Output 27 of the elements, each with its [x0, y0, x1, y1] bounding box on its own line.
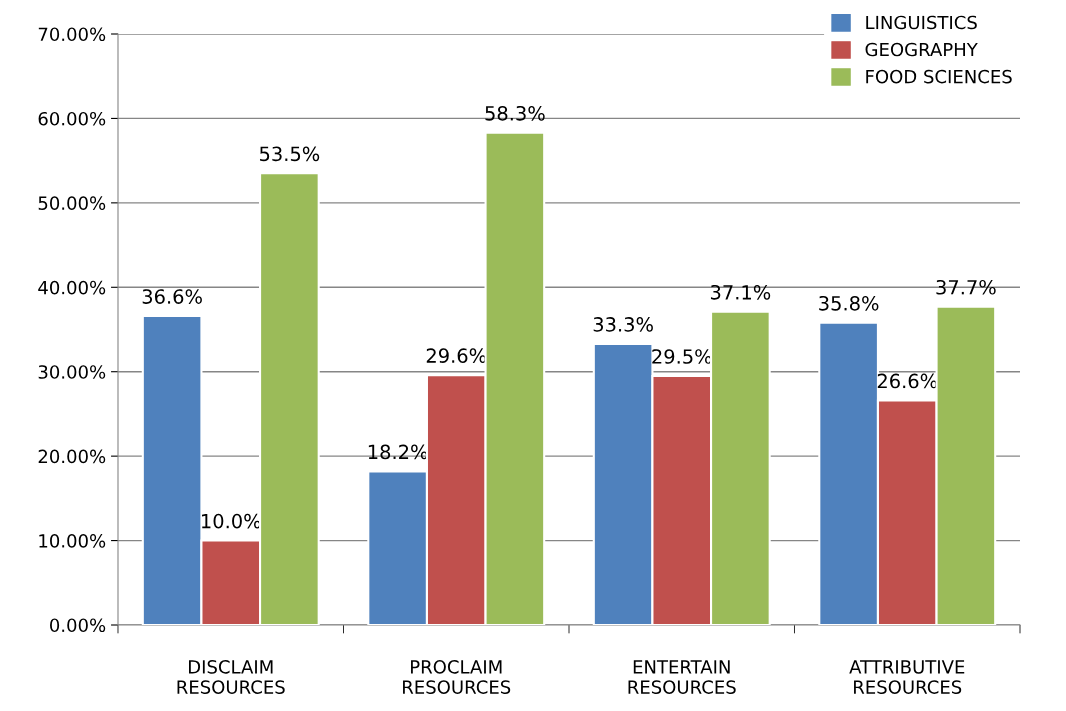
legend-label: GEOGRAPHY — [865, 42, 978, 57]
data-label: 36.6% — [142, 289, 202, 304]
data-label: 18.2% — [368, 444, 428, 460]
x-tick-label: DISCLAIM RESOURCES — [177, 660, 285, 694]
data-label: 33.3% — [593, 317, 653, 332]
legend-label: FOOD SCIENCES — [866, 69, 1012, 84]
y-tick-label: 0.00% — [50, 618, 106, 633]
data-label: 26.6% — [877, 373, 938, 389]
x-tick-label: ENTERTAIN RESOURCES — [628, 660, 736, 694]
y-tick-label: 70.00% — [38, 27, 106, 42]
data-label: 37.1% — [710, 284, 771, 300]
y-tick-label: 30.00% — [38, 365, 106, 379]
data-label: 58.3% — [485, 105, 545, 121]
y-tick-label: 50.00% — [38, 196, 106, 210]
y-tick-label: 40.00% — [38, 280, 106, 295]
x-tick-label: PROCLAIM RESOURCES — [403, 660, 511, 694]
legend-label: LINGUISTICS — [866, 15, 977, 30]
y-tick-label: 20.00% — [38, 449, 106, 464]
data-label: 10.0% — [202, 513, 261, 529]
y-tick-label: 10.00% — [39, 534, 106, 548]
data-label: 37.7% — [936, 279, 996, 295]
data-label: 35.8% — [819, 295, 879, 311]
data-label: 53.5% — [260, 146, 320, 162]
x-tick-label: ATTRIBUTIVE RESOURCES — [849, 660, 965, 694]
data-label: 29.5% — [652, 349, 712, 364]
y-tick-label: 60.00% — [38, 111, 106, 126]
data-label: 29.6% — [426, 348, 487, 363]
